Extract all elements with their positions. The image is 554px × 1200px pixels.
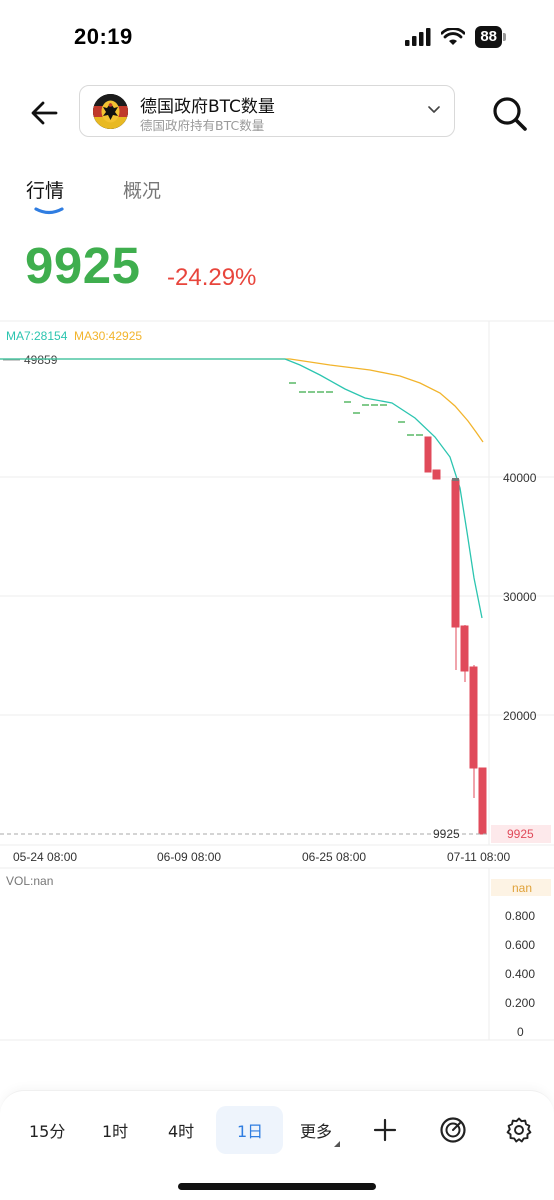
max-price-marker: 49859 bbox=[24, 353, 58, 367]
price-change-percent: -24.29% bbox=[167, 264, 257, 291]
doji-candles bbox=[289, 382, 423, 436]
vol-y-0600: 0.600 bbox=[505, 938, 535, 952]
x-label-0625: 06-25 08:00 bbox=[302, 850, 366, 864]
eagle-emblem-icon bbox=[93, 94, 128, 129]
symbol-selector[interactable]: 德国政府BTC数量 德国政府持有BTC数量 bbox=[79, 85, 455, 137]
period-4hour[interactable]: 4时 bbox=[168, 1122, 195, 1141]
settings-icon[interactable] bbox=[506, 1117, 532, 1143]
x-label-0609: 06-09 08:00 bbox=[157, 850, 221, 864]
back-button[interactable] bbox=[28, 98, 60, 128]
chevron-down-icon bbox=[428, 106, 440, 113]
vol-y-0400: 0.400 bbox=[505, 967, 535, 981]
wifi-icon bbox=[441, 28, 466, 45]
ma7-label: MA7:28154 bbox=[6, 329, 68, 343]
symbol-title: 德国政府BTC数量 bbox=[140, 97, 275, 117]
current-price: 9925 bbox=[25, 237, 141, 294]
ma7-line bbox=[0, 358, 483, 619]
last-price-tag: 9925 bbox=[507, 827, 534, 841]
ma30-line bbox=[0, 358, 484, 443]
last-price-label: 9925 bbox=[433, 827, 460, 841]
search-icon bbox=[493, 97, 527, 131]
back-arrow-icon bbox=[31, 101, 58, 125]
vol-label: VOL:nan bbox=[6, 874, 53, 888]
status-icons: 88 bbox=[405, 26, 506, 48]
vol-tag: nan bbox=[512, 881, 532, 895]
ma30-label: MA30:42925 bbox=[74, 329, 142, 343]
y-label-40000: 40000 bbox=[503, 471, 537, 485]
status-time: 20:19 bbox=[74, 24, 133, 49]
period-1day[interactable]: 1日 bbox=[237, 1122, 264, 1141]
x-label-0711: 07-11 08:00 bbox=[447, 850, 510, 864]
period-more[interactable]: 更多 bbox=[300, 1122, 333, 1141]
search-button[interactable] bbox=[490, 94, 530, 134]
tab-market[interactable]: 行情 bbox=[26, 180, 65, 202]
vol-y-0800: 0.800 bbox=[505, 909, 535, 923]
y-label-30000: 30000 bbox=[503, 590, 537, 604]
period-15min[interactable]: 15分 bbox=[29, 1122, 66, 1141]
vol-y-0200: 0.200 bbox=[505, 996, 535, 1010]
tab-overview[interactable]: 概况 bbox=[123, 180, 162, 202]
period-1hour[interactable]: 1时 bbox=[102, 1122, 129, 1141]
active-period-highlight bbox=[216, 1106, 283, 1154]
tab-active-indicator bbox=[34, 207, 64, 215]
bearish-candles bbox=[424, 436, 487, 835]
battery-level: 88 bbox=[475, 26, 502, 48]
vol-y-0: 0 bbox=[517, 1025, 524, 1039]
battery-icon: 88 bbox=[475, 26, 506, 48]
kline-chart[interactable]: MA7:28154 MA30:42925 49859 40000 30 bbox=[0, 320, 554, 1045]
y-label-20000: 20000 bbox=[503, 709, 537, 723]
home-indicator bbox=[178, 1183, 376, 1190]
symbol-subtitle: 德国政府持有BTC数量 bbox=[140, 118, 265, 133]
x-label-0524: 05-24 08:00 bbox=[13, 850, 77, 864]
more-corner-icon bbox=[334, 1141, 340, 1147]
plus-icon[interactable] bbox=[373, 1118, 397, 1142]
signal-icon bbox=[405, 28, 431, 46]
indicator-icon[interactable] bbox=[439, 1116, 467, 1144]
